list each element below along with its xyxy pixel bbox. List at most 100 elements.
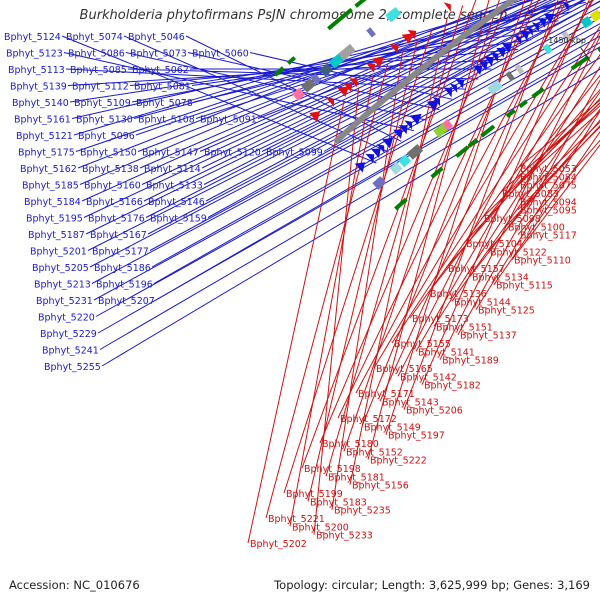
gene-label[interactable]: Bphyt_5255 — [44, 362, 101, 373]
gene-label[interactable]: Bphyt_5177 — [92, 247, 149, 258]
gene-label[interactable]: Bphyt_5199 — [286, 489, 343, 500]
gene-label[interactable]: Bphyt_5140 — [12, 98, 69, 109]
gene-label[interactable]: Bphyt_5100 — [508, 222, 565, 233]
gene-label[interactable]: Bphyt_5147 — [142, 148, 199, 159]
gene-label[interactable]: Bphyt_5122 — [490, 247, 547, 258]
gene-label[interactable]: Bphyt_5200 — [292, 522, 349, 533]
gene-label[interactable]: Bphyt_5060 — [192, 49, 249, 60]
gene-label[interactable]: Bphyt_5094 — [520, 197, 577, 208]
gene-label[interactable]: Bphyt_5095 — [520, 206, 577, 217]
gene-label[interactable]: Bphyt_5189 — [442, 356, 499, 367]
gene-label[interactable]: Bphyt_5241 — [42, 346, 99, 357]
gene-label[interactable]: Bphyt_5074 — [66, 32, 123, 43]
gene-label[interactable]: Bphyt_5108 — [138, 115, 195, 126]
gene-label[interactable]: Bphyt_5187 — [28, 230, 85, 241]
gene-label[interactable]: Bphyt_5206 — [406, 406, 463, 417]
gene-label[interactable]: Bphyt_5124 — [4, 32, 61, 43]
gene-label[interactable]: Bphyt_5184 — [24, 197, 81, 208]
gene-label[interactable]: Bphyt_5083 — [502, 189, 559, 200]
gene-label[interactable]: Bphyt_5186 — [94, 263, 151, 274]
gene-label[interactable]: Bphyt_5196 — [96, 280, 153, 291]
gene-label[interactable]: Bphyt_5078 — [136, 98, 193, 109]
gene-label[interactable]: Bphyt_5104 — [466, 239, 523, 250]
gene-label[interactable]: Bphyt_5081 — [134, 82, 191, 93]
gene-label[interactable]: Bphyt_5157 — [448, 264, 505, 275]
gene-label[interactable]: Bphyt_5091 — [200, 115, 257, 126]
gene-label[interactable]: Bphyt_5222 — [370, 456, 427, 467]
gene-label[interactable]: Bphyt_5229 — [40, 329, 97, 340]
gene-label[interactable]: Bphyt_5235 — [334, 506, 391, 517]
gene-label[interactable]: Bphyt_5220 — [38, 313, 95, 324]
gene-label[interactable]: Bphyt_5213 — [34, 280, 91, 291]
gene-label[interactable]: Bphyt_5141 — [418, 347, 475, 358]
gene-label[interactable]: Bphyt_5233 — [316, 531, 373, 542]
gene-label[interactable]: Bphyt_5112 — [72, 82, 129, 93]
gene-label[interactable]: Bphyt_5161 — [14, 115, 71, 126]
gene-label[interactable]: Bphyt_5096 — [78, 131, 135, 142]
gene-label[interactable]: Bphyt_5181 — [328, 472, 385, 483]
gene-label[interactable]: Bphyt_5198 — [304, 464, 361, 475]
gene-label[interactable]: Bphyt_5185 — [22, 181, 79, 192]
gene-label[interactable]: Bphyt_5144 — [454, 297, 511, 308]
gene-label[interactable]: Bphyt_5207 — [98, 296, 155, 307]
gene-label[interactable]: Bphyt_5109 — [74, 98, 131, 109]
gene-label[interactable]: Bphyt_5151 — [436, 322, 493, 333]
gene-label[interactable]: Bphyt_5053 — [520, 164, 577, 175]
gene-label[interactable]: Bphyt_5149 — [364, 422, 421, 433]
gene-label[interactable]: Bphyt_5086 — [68, 49, 125, 60]
gene-label[interactable]: Bphyt_5084 — [520, 172, 577, 183]
gene-label[interactable]: Bphyt_5159 — [150, 214, 207, 225]
gene-label[interactable]: Bphyt_5125 — [478, 306, 535, 317]
gene-label[interactable]: Bphyt_5173 — [412, 314, 469, 325]
gene-label[interactable]: Bphyt_5231 — [36, 296, 93, 307]
gene-label[interactable]: Bphyt_5114 — [144, 164, 201, 175]
gene-label[interactable]: Bphyt_5152 — [346, 447, 403, 458]
gene-label[interactable]: Bphyt_5062 — [132, 65, 189, 76]
gene-label[interactable]: Bphyt_5115 — [496, 281, 553, 292]
gene-label[interactable]: Bphyt_5176 — [88, 214, 145, 225]
gene-label[interactable]: Bphyt_5156 — [352, 481, 409, 492]
gene-arrow — [490, 52, 499, 62]
gene-label[interactable]: Bphyt_5182 — [424, 381, 481, 392]
gene-label[interactable]: Bphyt_5150 — [80, 148, 137, 159]
gene-label[interactable]: Bphyt_5142 — [400, 372, 457, 383]
gene-label[interactable]: Bphyt_5123 — [6, 49, 63, 60]
gene-label[interactable]: Bphyt_5046 — [128, 32, 185, 43]
gene-label[interactable]: Bphyt_5166 — [86, 197, 143, 208]
gene-label[interactable]: Bphyt_5172 — [340, 414, 397, 425]
gene-label[interactable]: Bphyt_5183 — [310, 497, 367, 508]
gene-label[interactable]: Bphyt_5160 — [84, 181, 141, 192]
gene-label[interactable]: Bphyt_5195 — [26, 214, 83, 225]
gene-label[interactable]: Bphyt_5098 — [484, 214, 541, 225]
gene-label[interactable]: Bphyt_5155 — [394, 339, 451, 350]
gene-label[interactable]: Bphyt_5085 — [70, 65, 127, 76]
gene-label[interactable]: Bphyt_5137 — [460, 331, 517, 342]
gene-label[interactable]: Bphyt_5134 — [472, 272, 529, 283]
gene-label[interactable]: Bphyt_5138 — [82, 164, 139, 175]
gene-label[interactable]: Bphyt_5180 — [322, 439, 379, 450]
gene-label[interactable]: Bphyt_5110 — [514, 256, 571, 267]
gene-label[interactable]: Bphyt_5221 — [268, 514, 325, 525]
gene-label[interactable]: Bphyt_5113 — [8, 65, 65, 76]
gene-label[interactable]: Bphyt_5099 — [266, 148, 323, 159]
gene-label[interactable]: Bphyt_5136 — [430, 289, 487, 300]
gene-label[interactable]: Bphyt_5120 — [204, 148, 261, 159]
gene-label[interactable]: Bphyt_5139 — [10, 82, 67, 93]
gene-label[interactable]: Bphyt_5146 — [148, 197, 205, 208]
gene-label[interactable]: Bphyt_5165 — [376, 364, 433, 375]
gene-label[interactable]: Bphyt_5143 — [382, 397, 439, 408]
gene-label[interactable]: Bphyt_5117 — [520, 231, 577, 242]
gene-label[interactable]: Bphyt_5201 — [30, 247, 87, 258]
gene-label[interactable]: Bphyt_5167 — [90, 230, 147, 241]
gene-label[interactable]: Bphyt_5121 — [16, 131, 73, 142]
gene-label[interactable]: Bphyt_5130 — [76, 115, 133, 126]
gene-label[interactable]: Bphyt_5075 — [520, 181, 577, 192]
gene-label[interactable]: Bphyt_5073 — [130, 49, 187, 60]
gene-label[interactable]: Bphyt_5202 — [250, 539, 307, 550]
gene-label[interactable]: Bphyt_5197 — [388, 431, 445, 442]
gene-label[interactable]: Bphyt_5205 — [32, 263, 89, 274]
gene-label[interactable]: Bphyt_5133 — [146, 181, 203, 192]
gene-label[interactable]: Bphyt_5162 — [20, 164, 77, 175]
gene-label[interactable]: Bphyt_5175 — [18, 148, 75, 159]
gene-label[interactable]: Bphyt_5171 — [358, 389, 415, 400]
